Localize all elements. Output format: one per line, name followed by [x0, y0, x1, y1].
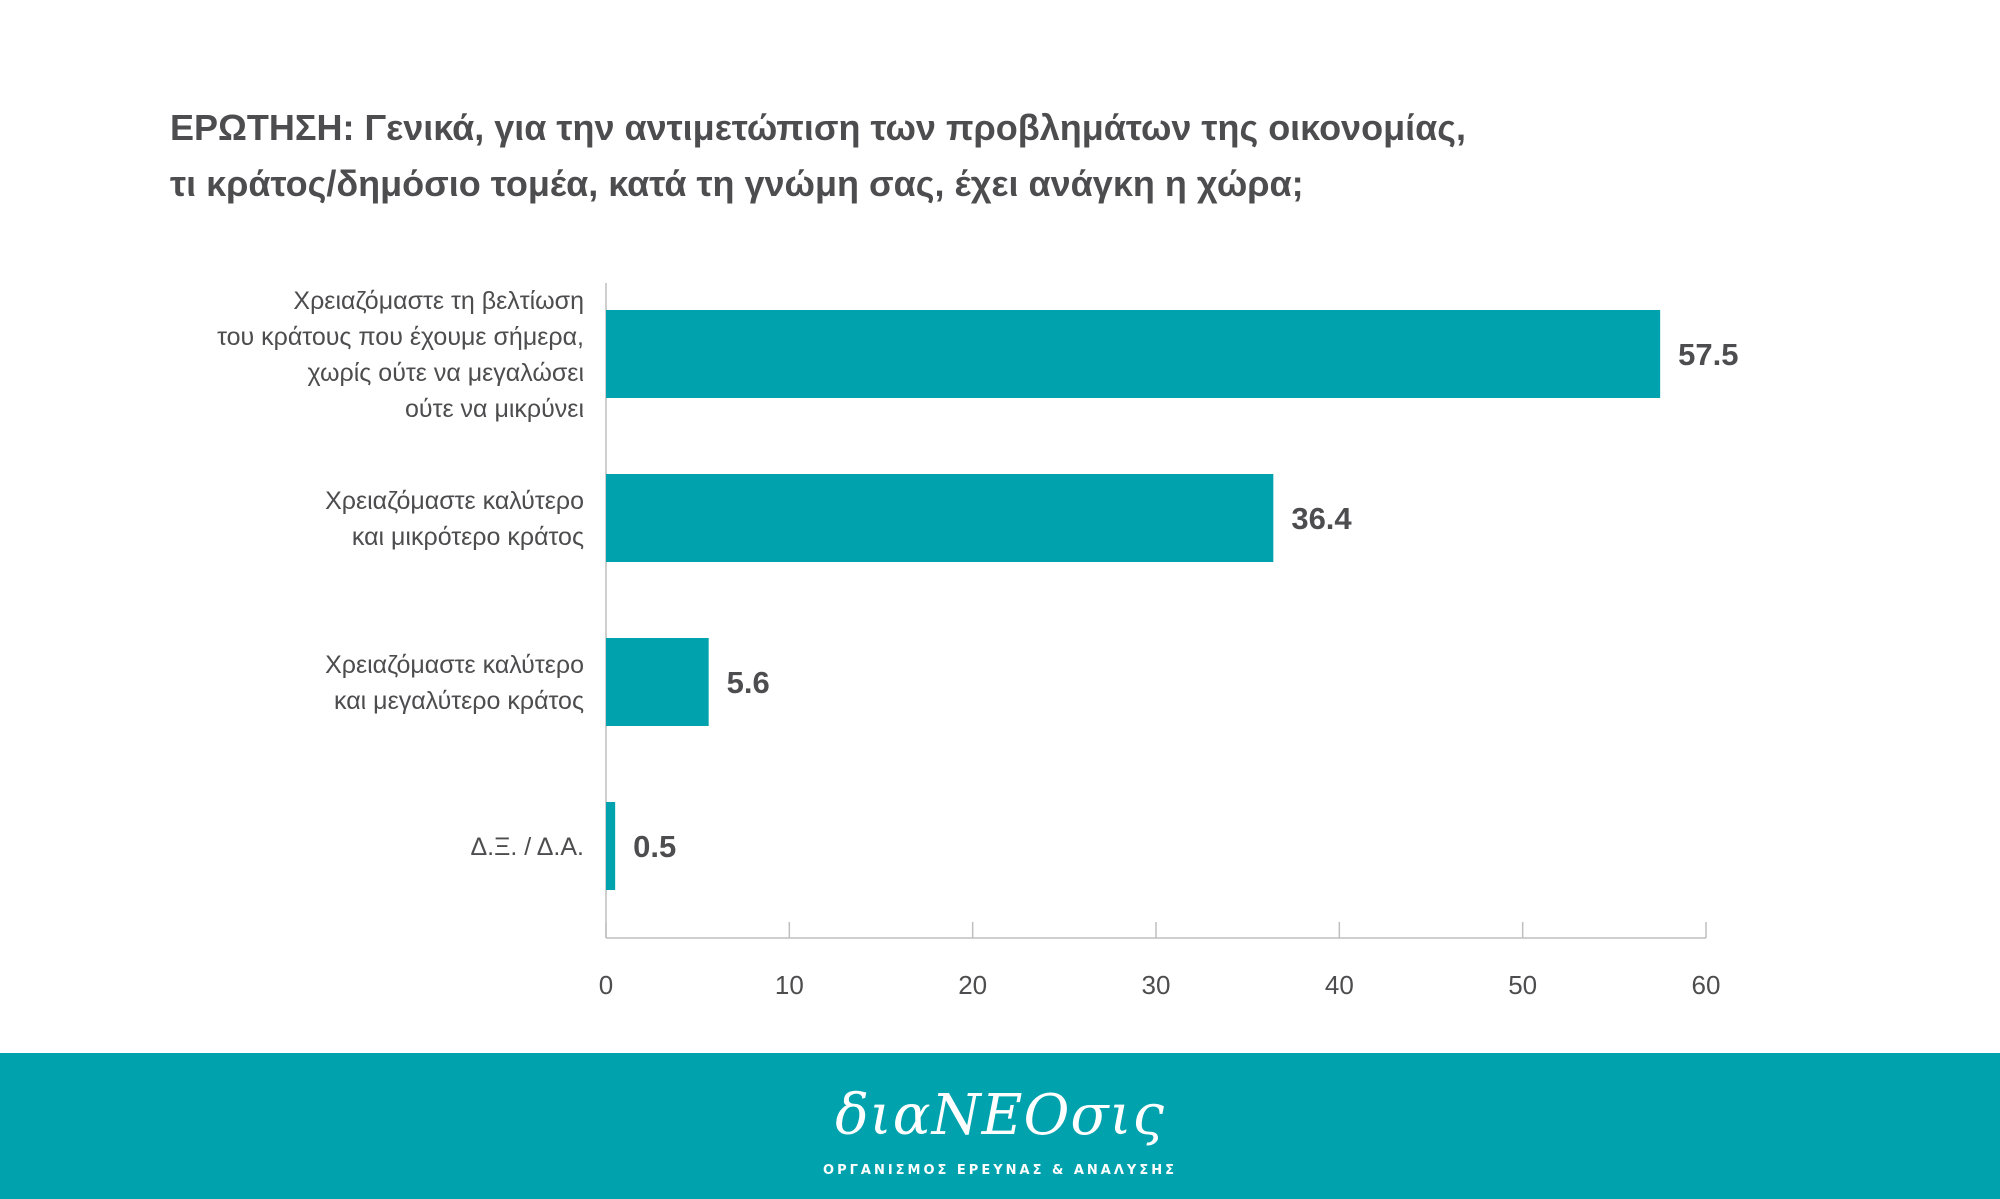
- category-label: του κράτους που έχουμε σήμερα,: [217, 323, 584, 351]
- category-label: και μικρότερο κράτος: [352, 523, 584, 551]
- category-label: Δ.Ξ. / Δ.Α.: [470, 833, 584, 861]
- chart-title: ΕΡΩΤΗΣΗ: Γενικά, για την αντιμετώπιση τω…: [170, 100, 1870, 212]
- category-label: Χρειαζόμαστε τη βελτίωση: [293, 287, 584, 315]
- x-tick-label: 0: [599, 970, 613, 1000]
- x-tick-label: 20: [958, 970, 987, 1000]
- data-label: 36.4: [1291, 501, 1352, 536]
- category-label: και μεγαλύτερο κράτος: [334, 687, 584, 715]
- x-tick-label: 30: [1142, 970, 1171, 1000]
- bar-chart: 0 10 20 30 40 50 60 57.5 Χρειαζόμαστε τη βελτίωσ…: [217, 283, 1739, 1000]
- category-label: Χρειαζόμαστε καλύτερο: [325, 487, 584, 515]
- x-tick-label: 10: [775, 970, 804, 1000]
- data-label: 5.6: [727, 665, 770, 700]
- dianeosis-logo: διαΝΕΟσις: [835, 1083, 1165, 1148]
- chart-title-line: τι κράτος/δημόσιο τομέα, κατά τη γνώμη σ…: [170, 163, 1304, 204]
- category-label: ούτε να μικρύνει: [405, 395, 584, 423]
- bar: [606, 474, 1274, 562]
- bar: [606, 310, 1661, 398]
- x-tick-label: 40: [1325, 970, 1354, 1000]
- x-tick-label: 50: [1508, 970, 1537, 1000]
- data-label: 0.5: [633, 829, 676, 864]
- bar: [606, 802, 616, 890]
- category-label: χωρίς ούτε να μεγαλώσει: [308, 359, 584, 387]
- x-tick-label: 60: [1692, 970, 1721, 1000]
- chart-title-line: ΕΡΩΤΗΣΗ: Γενικά, για την αντιμετώπιση τω…: [170, 107, 1466, 148]
- data-label: 57.5: [1678, 337, 1738, 372]
- footer-band: διαΝΕΟσις ΟΡΓΑΝΙΣΜΟΣ ΕΡΕΥΝΑΣ & ΑΝΑΛΥΣΗΣ: [0, 1053, 2000, 1199]
- logo-tagline: ΟΡΓΑΝΙΣΜΟΣ ΕΡΕΥΝΑΣ & ΑΝΑΛΥΣΗΣ: [823, 1163, 1177, 1178]
- bar: [606, 638, 709, 726]
- category-label: Χρειαζόμαστε καλύτερο: [325, 651, 584, 679]
